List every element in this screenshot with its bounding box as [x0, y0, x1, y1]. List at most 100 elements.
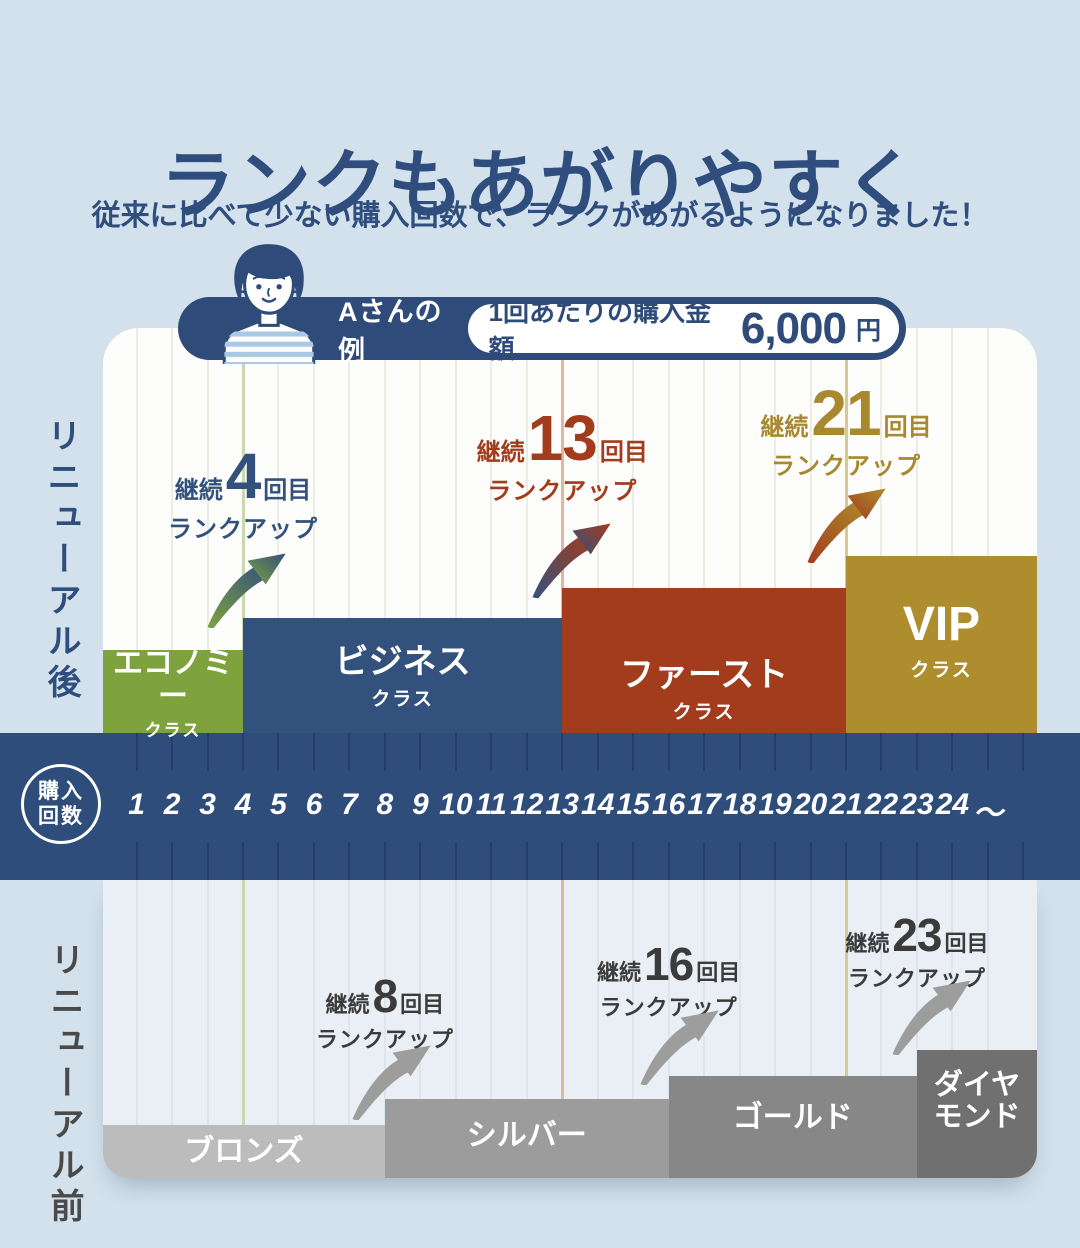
rank-name: シルバー: [466, 1119, 587, 1152]
axis-tick: [880, 842, 883, 880]
axis-tick: [348, 733, 351, 771]
axis-tick: [986, 842, 989, 880]
threshold-line-count-13: [560, 880, 564, 1178]
gridline: [986, 328, 989, 733]
axis-tick: [596, 733, 599, 771]
example-person-label: Aさんの例: [338, 296, 443, 366]
axis-tick: [383, 733, 386, 771]
purchase-count-label-11: 11: [475, 788, 507, 821]
rankup-arrow-icon: [640, 1010, 719, 1085]
rankup-arrow-icon: [892, 980, 971, 1055]
purchase-count-circle-line1: 購入: [38, 779, 84, 803]
purchase-count-label-～: ～: [972, 797, 1003, 830]
axis-tick: [525, 842, 528, 880]
rankup-annotation-text: 回目: [944, 931, 989, 956]
rankup-annotation-4: 継続 4 回目 ランクアップ: [168, 440, 318, 544]
axis-tick: [845, 733, 847, 771]
gridline: [880, 328, 883, 733]
rankup-annotation-13: 継続 13 回目 ランクアップ: [476, 406, 648, 506]
purchase-amount-label: 1回あたりの購入金額: [488, 296, 711, 364]
gridline: [490, 328, 493, 733]
axis-tick: [490, 842, 493, 880]
rankup-annotation-text: 継続: [174, 477, 223, 504]
purchase-count-label-21: 21: [829, 788, 863, 821]
axis-tick: [596, 842, 599, 880]
rankup-annotation-text: 継続: [325, 992, 370, 1017]
gridline: [312, 880, 315, 1178]
rank-label: ファースト クラス: [620, 656, 788, 724]
rankup-annotation-line2: ランクアップ: [771, 452, 921, 480]
person-avatar-illustration: [222, 244, 316, 364]
axis-tick: [703, 733, 706, 771]
purchase-count-label-13: 13: [545, 788, 579, 821]
axis-tick: [667, 733, 670, 771]
axis-tick: [774, 842, 777, 880]
rankup-annotation-8: 継続 8 回目 ランクアップ: [316, 973, 454, 1054]
threshold-line-count-4: [241, 880, 245, 1178]
purchase-count-label-10: 10: [439, 788, 473, 821]
axis-tick: [986, 733, 989, 771]
after-rank-step-1: エコノミー クラス: [103, 646, 243, 740]
gridline: [454, 880, 457, 1178]
purchase-count-label-12: 12: [510, 788, 544, 821]
rankup-annotation-text: 回目: [263, 477, 312, 504]
rankup-arrow-icon: [352, 1045, 431, 1120]
purchase-count-circle: 購入 回数: [21, 764, 101, 844]
rankup-annotation-text: 21: [811, 377, 881, 449]
gridline: [809, 880, 812, 1178]
gridline: [774, 328, 777, 733]
purchase-count-label-24: 24: [935, 788, 970, 821]
purchase-count-label-18: 18: [722, 788, 757, 821]
axis-tick: [206, 733, 209, 771]
axis-tick: [632, 733, 635, 771]
axis-tick: [277, 733, 280, 771]
side-label-before: リニューアル前: [45, 942, 83, 1229]
purchase-count-label-20: 20: [793, 788, 828, 821]
rankup-annotation-text: 継続: [476, 439, 525, 466]
gridline: [419, 880, 422, 1178]
avatar-hair: [234, 244, 304, 305]
axis-tick: [703, 842, 706, 880]
axis-tick: [454, 842, 457, 880]
gridline: [490, 880, 493, 1178]
purchase-count-label-15: 15: [616, 788, 650, 821]
purchase-count-label-7: 7: [341, 788, 358, 821]
avatar-brow: [274, 275, 286, 280]
gridline: [383, 328, 386, 733]
rank-name: エコノミー: [113, 646, 233, 713]
avatar-eye: [256, 284, 262, 290]
rankup-annotation-text: 回目: [883, 414, 932, 441]
gridline: [525, 880, 528, 1178]
rank-suffix: クラス: [371, 689, 434, 711]
rankup-annotation-21: 継続 21 回目 ランクアップ: [760, 377, 932, 481]
axis-tick: [242, 733, 244, 771]
gridline: [454, 328, 457, 733]
axis-tick: [135, 842, 138, 880]
rankup-annotation-text: 継続: [597, 960, 642, 985]
rank-label: シルバー: [467, 1119, 587, 1152]
gridline: [596, 880, 599, 1178]
gridline: [632, 328, 635, 733]
axis-tick: [312, 842, 315, 880]
rankup-annotation-text: 4: [225, 440, 262, 512]
axis-tick: [383, 842, 386, 880]
after-rank-step-3: ファースト クラス: [562, 588, 846, 733]
gridline: [348, 880, 351, 1178]
purchase-count-label-5: 5: [270, 788, 287, 821]
rank-name: ビジネス: [334, 642, 471, 681]
axis-tick: [738, 842, 741, 880]
before-rank-step-2: シルバー: [384, 1099, 669, 1178]
gridline: [348, 328, 351, 733]
before-rank-step-3: ゴールド: [668, 1076, 917, 1178]
axis-tick: [951, 733, 954, 771]
page-subtitle: 従来に比べて少ない購入回数で、ランクがあがるようになりました！: [91, 200, 989, 232]
axis-tick: [419, 842, 422, 880]
before-rank-step-4: ダイヤ モンド: [916, 1050, 1037, 1178]
rank-name: ブロンズ: [184, 1135, 304, 1168]
rankup-arrow-icon: [207, 553, 286, 628]
purchase-amount-value: 6,000: [740, 303, 847, 353]
gridline: [206, 880, 209, 1178]
axis-tick: [454, 733, 457, 771]
avatar-mouth: [261, 297, 277, 303]
